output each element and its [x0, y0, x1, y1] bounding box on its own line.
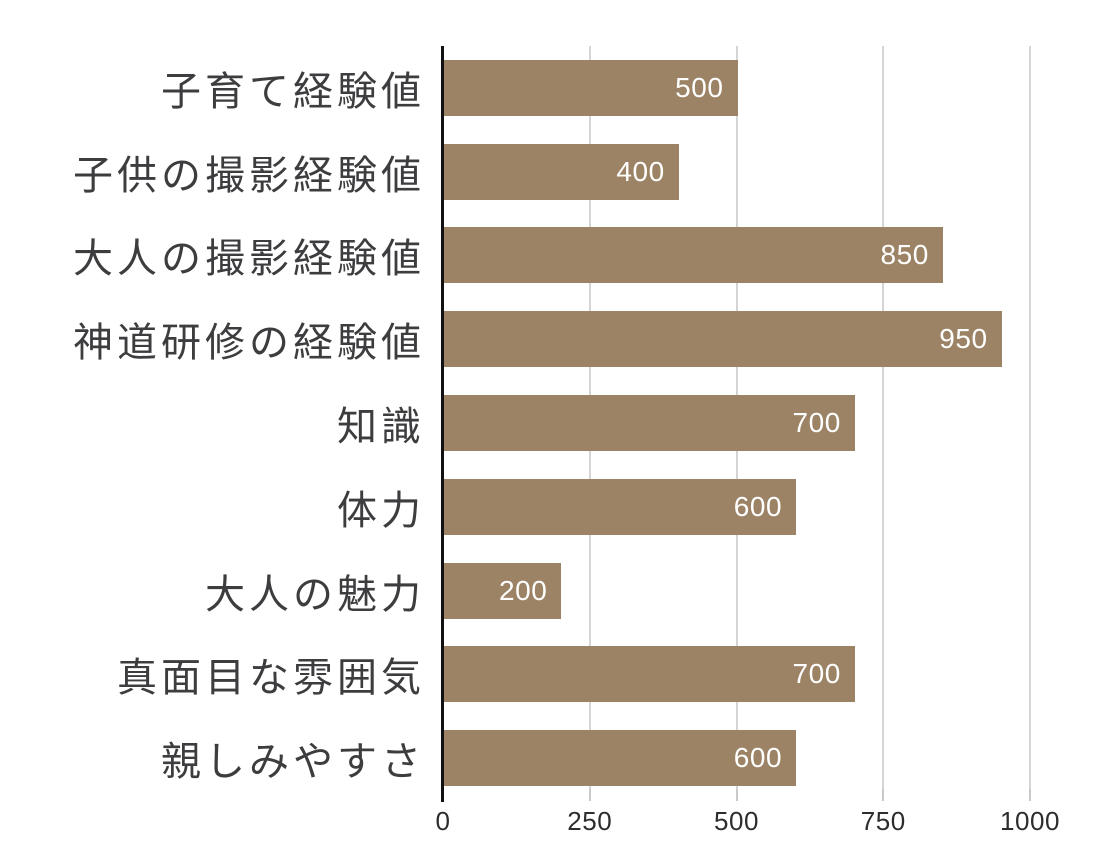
bar-value-label: 500 — [675, 71, 724, 103]
bar-value-label: 600 — [733, 742, 783, 774]
bar-value-label: 700 — [792, 658, 841, 690]
tick-mark-500 — [735, 789, 738, 801]
tick-mark-250 — [588, 789, 591, 801]
bar-1: 400 — [444, 143, 679, 200]
bar-value-label: 200 — [498, 574, 548, 606]
tick-mark-1000 — [1029, 789, 1031, 801]
x-tick-label: 1000 — [1000, 806, 1060, 836]
bar-0: 500 — [444, 59, 738, 116]
category-label: 知識 — [337, 404, 425, 449]
bar-5: 600 — [444, 478, 797, 535]
bar-3: 950 — [444, 311, 1002, 368]
bar-7: 700 — [444, 646, 855, 703]
category-label: 大人の撮影経験値 — [73, 237, 425, 282]
gridline-1000 — [1029, 46, 1031, 800]
category-label: 真面目な雰囲気 — [117, 656, 425, 701]
category-label: 体力 — [337, 488, 425, 533]
bar-2: 850 — [444, 227, 943, 284]
x-tick-label: 250 — [567, 806, 613, 836]
gridline-750 — [882, 46, 885, 800]
x-tick-label: 500 — [714, 806, 759, 836]
bar-value-label: 400 — [616, 155, 665, 187]
x-tick-label: 0 — [435, 806, 451, 836]
bar-8: 600 — [444, 730, 797, 787]
x-tick-label: 750 — [860, 806, 906, 836]
tick-mark-750 — [882, 789, 885, 801]
category-label: 大人の魅力 — [205, 572, 425, 617]
bar-value-label: 700 — [792, 407, 841, 438]
bar-4: 700 — [444, 395, 855, 451]
bar-value-label: 950 — [939, 323, 988, 355]
bar-value-label: 850 — [880, 239, 929, 271]
bar-6: 200 — [444, 562, 562, 619]
bar-value-label: 600 — [733, 490, 783, 522]
category-label: 神道研修の経験値 — [73, 321, 425, 366]
category-label: 子供の撮影経験値 — [73, 153, 425, 198]
category-label: 子育て経験値 — [161, 69, 425, 114]
y-axis-spine — [441, 46, 444, 802]
category-label: 親しみやすさ — [161, 740, 425, 785]
